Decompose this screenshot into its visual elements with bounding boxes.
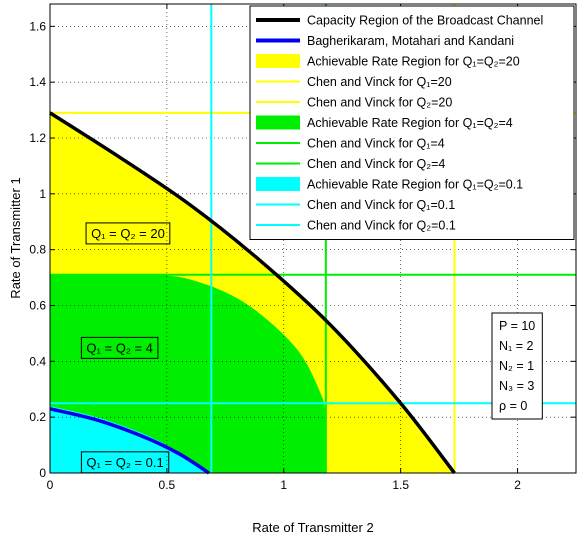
- region-annotation-text: Q₁ = Q₂ = 0.1: [86, 455, 163, 470]
- y-tick-label: 1.4: [29, 75, 46, 89]
- region-annotation-box: [85, 222, 171, 245]
- legend-label: Achievable Rate Region for Q₁=Q₂=0.1: [307, 178, 523, 192]
- y-tick-label: 0.4: [29, 354, 46, 368]
- y-tick-label: 1.6: [29, 19, 46, 33]
- y-tick-label: 0.2: [29, 410, 46, 424]
- x-tick-label: 1: [280, 478, 287, 492]
- x-tick-label: 2: [514, 478, 521, 492]
- legend-label: Capacity Region of the Broadcast Channel: [307, 14, 543, 28]
- regions: [50, 112, 455, 473]
- x-ticks: 0 0.5 1 1.5 2: [47, 4, 521, 492]
- legend-label: Achievable Rate Region for Q₁=Q₂=4: [307, 116, 513, 130]
- legend-swatch: [256, 115, 300, 130]
- y-axis-label: Rate of Transmitter 1: [8, 177, 23, 298]
- legend-label: Chen and Vinck for Q₁=20: [307, 75, 452, 89]
- region-annotation-text: Q₁ = Q₂ = 20: [91, 226, 165, 241]
- parameter-text: N₃ = 3: [499, 379, 534, 393]
- parameter-box: P = 10 N₁ = 2 N₂ = 1 N₃ = 3 ρ = 0: [491, 312, 543, 420]
- region-annotation-text: Q₁ = Q₂ = 4: [86, 340, 153, 355]
- legend-swatch: [256, 54, 300, 68]
- legend-label: Chen and Vinck for Q₁=0.1: [307, 198, 455, 212]
- legend-label: Chen and Vinck for Q₂=20: [307, 96, 452, 110]
- parameter-text: N₁ = 2: [499, 339, 533, 353]
- capacity-region-curve: [49, 111, 456, 475]
- x-tick-label: 1.5: [392, 478, 409, 492]
- region-annotation-box: [80, 336, 159, 359]
- x-tick-label: 0.5: [159, 478, 176, 492]
- y-tick-label: 1: [39, 187, 46, 201]
- legend-frame: [249, 5, 575, 240]
- legend-label: Chen and Vinck for Q₁=4: [307, 137, 445, 151]
- y-tick-label: 0: [39, 466, 46, 480]
- parameter-text: N₂ = 1: [499, 359, 534, 373]
- y-tick-label: 0.6: [29, 299, 46, 313]
- legend-label: Bagherikaram, Motahari and Kandani: [307, 34, 514, 48]
- legend-label: Chen and Vinck for Q₂=4: [307, 157, 445, 171]
- axes-box: [49, 3, 577, 474]
- y-tick-label: 0.8: [29, 243, 46, 257]
- axes: [49, 3, 577, 474]
- y-ticks: 0 0.2 0.4 0.6 0.8 1 1.2 1.4 1.6: [29, 19, 576, 480]
- legend-label: Achievable Rate Region for Q₁=Q₂=20: [307, 55, 520, 69]
- region-annotations: Q₁ = Q₂ = 20 Q₁ = Q₂ = 4 Q₁ = Q₂ = 0.1: [80, 222, 171, 474]
- parameter-text: P = 10: [499, 319, 535, 333]
- y-tick-label: 1.2: [29, 131, 46, 145]
- parameter-text: ρ = 0: [499, 399, 527, 413]
- region-annotation-box: [80, 451, 170, 474]
- parameter-box-frame: [491, 312, 543, 420]
- x-axis-label: Rate of Transmitter 2: [252, 520, 373, 535]
- legend-swatch: [256, 177, 300, 191]
- legend-label: Chen and Vinck for Q₂=0.1: [307, 219, 456, 233]
- x-tick-label: 0: [47, 478, 54, 492]
- legend: Capacity Region of the Broadcast Channel…: [249, 5, 575, 240]
- bmk-curve: [49, 407, 210, 475]
- region-q4: [50, 274, 327, 473]
